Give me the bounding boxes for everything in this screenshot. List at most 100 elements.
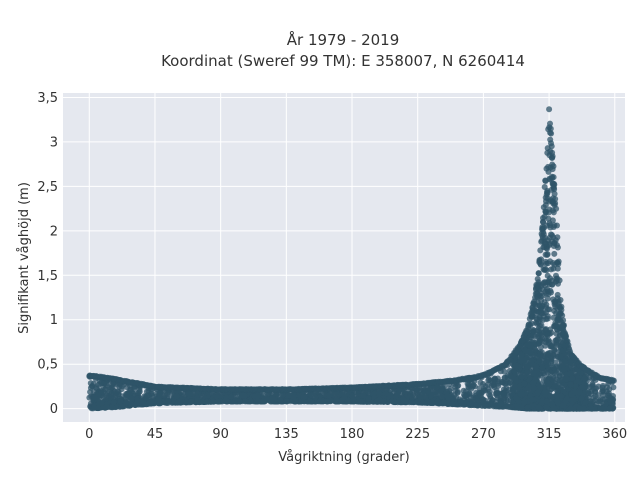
data-point (344, 398, 351, 405)
data-point (540, 215, 546, 221)
data-point (599, 384, 606, 391)
data-point (559, 312, 566, 319)
data-point (177, 398, 183, 405)
chart-subtitle: Koordinat (Sweref 99 TM): E 358007, N 62… (161, 52, 525, 70)
data-point (481, 402, 488, 409)
data-point (117, 398, 124, 405)
data-point (537, 384, 544, 391)
data-point (549, 401, 556, 408)
data-point (185, 390, 192, 397)
data-point (542, 178, 549, 184)
data-point (260, 398, 266, 405)
data-point (147, 399, 154, 406)
data-point (394, 391, 401, 398)
data-point (578, 395, 585, 402)
data-point (307, 398, 314, 405)
data-point (530, 326, 537, 333)
data-point (494, 395, 501, 402)
data-point (561, 322, 567, 329)
data-point (555, 336, 561, 343)
chart-title: År 1979 - 2019 (287, 30, 400, 49)
data-point (532, 346, 539, 353)
data-point (291, 398, 298, 405)
data-point (507, 397, 514, 403)
x-tick-label: 180 (340, 427, 365, 442)
data-point (548, 289, 554, 296)
data-point (512, 383, 519, 390)
data-point (319, 398, 326, 404)
data-point (530, 385, 537, 391)
data-point (545, 337, 552, 344)
data-point (581, 375, 588, 382)
data-point (559, 376, 566, 383)
data-point (552, 359, 559, 366)
data-point (534, 276, 541, 282)
x-tick-label: 225 (405, 427, 430, 442)
data-point (543, 267, 550, 274)
data-point (187, 398, 194, 405)
data-point (485, 377, 492, 384)
data-point (481, 387, 487, 394)
data-point (544, 350, 551, 357)
data-point (541, 184, 548, 190)
data-point (602, 400, 609, 407)
data-point (552, 196, 559, 202)
data-point (529, 305, 536, 312)
data-point (164, 391, 170, 397)
data-point (376, 396, 383, 403)
data-point (360, 392, 367, 399)
data-point (538, 238, 545, 245)
data-point (353, 389, 360, 396)
data-point (576, 405, 583, 412)
data-point (544, 190, 551, 196)
data-point (409, 394, 416, 401)
data-point (512, 370, 519, 377)
data-point (554, 397, 561, 404)
data-point (96, 400, 103, 407)
data-point (609, 397, 616, 404)
data-point (543, 326, 549, 333)
data-point (539, 353, 546, 360)
data-point (587, 391, 594, 397)
data-point (550, 234, 557, 241)
data-point (554, 234, 561, 241)
data-points (86, 106, 617, 412)
data-point (355, 398, 362, 405)
data-point (242, 398, 249, 405)
data-point (551, 181, 558, 188)
data-point (493, 390, 500, 397)
data-point (553, 392, 560, 399)
y-axis-label: Signifikant våghöjd (m) (17, 182, 32, 334)
data-point (558, 306, 565, 313)
data-point (537, 344, 544, 351)
data-point (155, 396, 162, 402)
data-point (532, 294, 539, 301)
data-point (165, 398, 172, 404)
y-tick-label: 0 (50, 402, 58, 417)
x-tick-label: 360 (602, 427, 627, 442)
data-point (535, 270, 542, 277)
data-point (525, 364, 531, 370)
data-point (539, 226, 546, 233)
data-point (543, 165, 550, 172)
x-tick-labels: 0 45 90 135 180 225 270 315 360 (85, 427, 627, 442)
data-point (517, 391, 524, 397)
data-point (539, 292, 546, 299)
data-point (400, 396, 407, 402)
data-point (87, 384, 94, 391)
data-point (551, 250, 558, 257)
data-point (521, 380, 528, 387)
x-axis-label: Vågriktning (grader) (278, 450, 409, 465)
data-point (464, 380, 471, 387)
data-point (526, 315, 533, 322)
data-point (300, 394, 307, 401)
data-point (553, 321, 560, 328)
data-point (441, 399, 447, 406)
data-point (241, 392, 248, 399)
data-point (475, 402, 482, 408)
data-point (590, 385, 597, 392)
data-point (232, 397, 238, 404)
data-point (269, 395, 276, 401)
data-point (539, 303, 546, 309)
